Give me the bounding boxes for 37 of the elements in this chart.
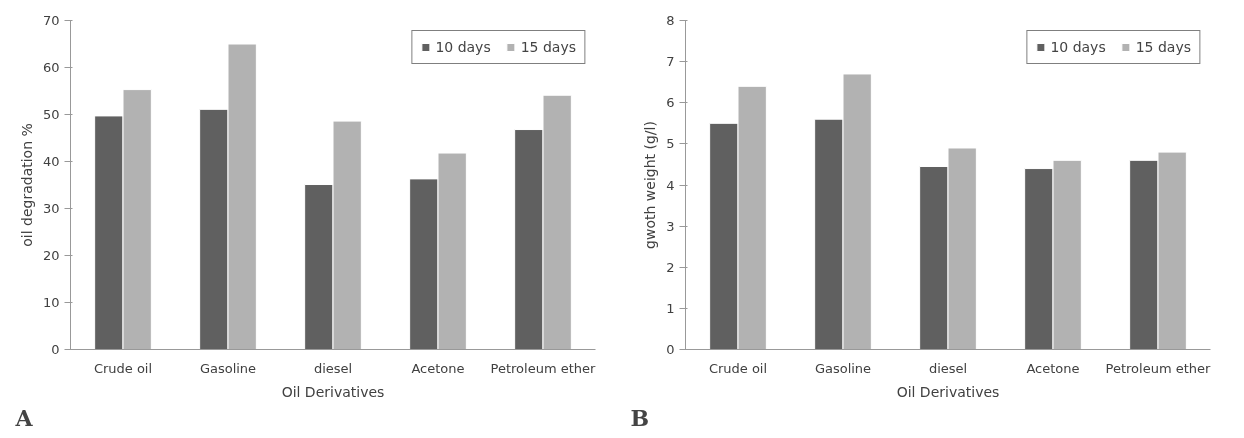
y-tick-label: 0 xyxy=(51,342,60,357)
y-tick-label: 20 xyxy=(42,248,60,263)
y-tick-label: 1 xyxy=(666,300,675,316)
y-tick-label: 3 xyxy=(666,218,675,234)
text: A xyxy=(14,404,34,431)
x-tick-label: Acetone xyxy=(1026,360,1080,376)
legend-label: 10 days xyxy=(1050,39,1106,55)
y-tick-label: 50 xyxy=(42,107,60,122)
y-axis-title: gwoth weight (g/l) xyxy=(642,121,659,249)
x-tick-label: Crude oil xyxy=(93,360,153,376)
legend-label: 15 days xyxy=(520,39,576,55)
x-tick-label: Petroleum ether xyxy=(490,360,597,376)
y-tick-label: 30 xyxy=(42,201,60,216)
x-axis-title: Oil Derivatives xyxy=(896,383,1000,400)
x-tick-label: Gasoline xyxy=(199,360,257,376)
y-tick-label: 40 xyxy=(42,154,60,169)
x-tick-label: diesel xyxy=(313,360,353,376)
legend-label: 15 days xyxy=(1135,39,1191,55)
y-tick-label: 60 xyxy=(42,60,60,75)
y-tick-label: 70 xyxy=(42,13,60,28)
text: B xyxy=(630,404,650,431)
y-tick-label: 10 xyxy=(42,295,60,310)
y-tick-label: 6 xyxy=(666,95,675,111)
x-tick-label: Gasoline xyxy=(814,360,872,376)
x-tick-label: Crude oil xyxy=(708,360,768,376)
y-tick-label: 7 xyxy=(666,54,675,70)
y-tick-label: 2 xyxy=(666,259,675,275)
x-tick-label: diesel xyxy=(928,360,968,376)
x-tick-label: Acetone xyxy=(411,360,465,376)
y-tick-label: 4 xyxy=(666,177,675,193)
y-tick-label: 0 xyxy=(666,342,675,357)
x-tick-label: Petroleum ether xyxy=(1105,360,1212,376)
y-axis-title: oil degradation % xyxy=(18,123,35,247)
y-tick-label: 5 xyxy=(666,136,675,152)
y-tick-label: 8 xyxy=(666,13,675,28)
x-axis-title: Oil Derivatives xyxy=(281,383,385,400)
legend-label: 10 days xyxy=(435,39,491,55)
